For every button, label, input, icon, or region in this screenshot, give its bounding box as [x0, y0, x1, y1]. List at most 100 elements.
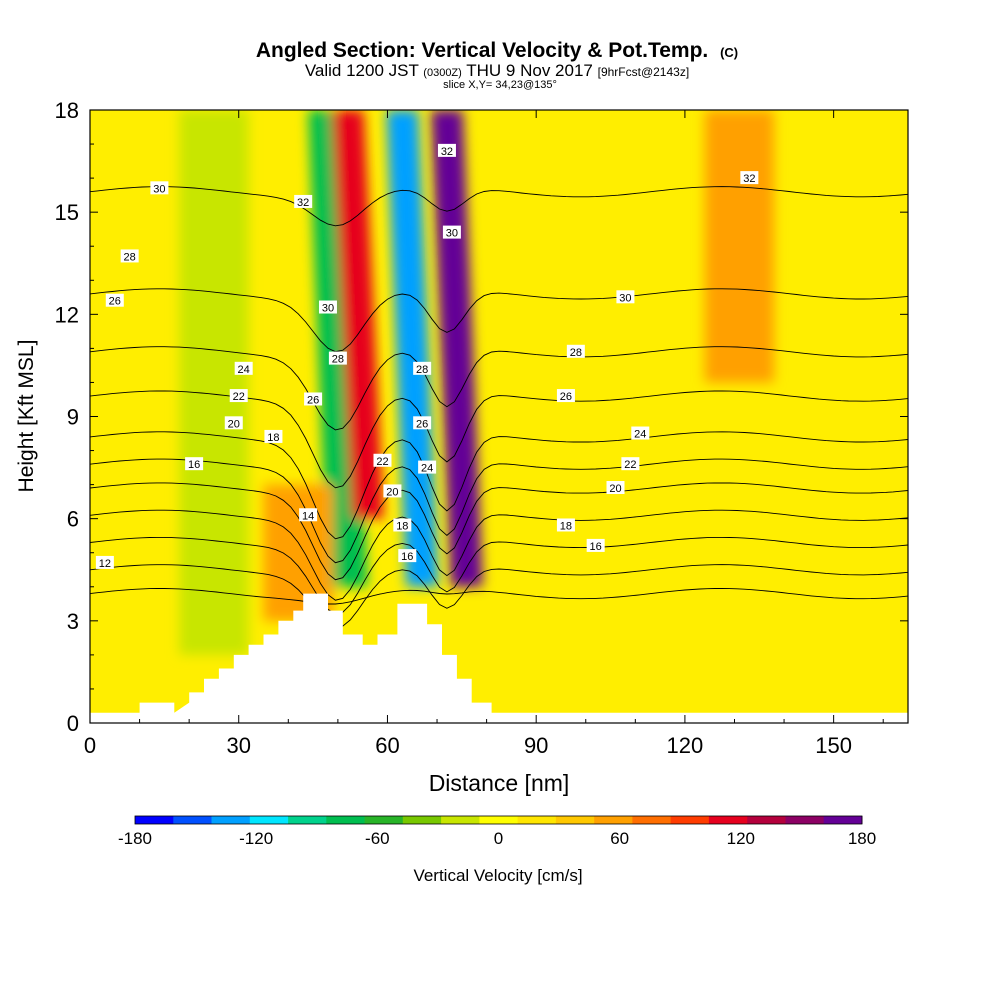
velocity-shading [179, 110, 775, 655]
contour-label: 32 [437, 143, 456, 158]
contour-label: 14 [299, 508, 318, 522]
x-tick-label: 90 [524, 733, 548, 758]
velocity-band [704, 110, 775, 383]
x-axis-label: Distance [nm] [429, 770, 570, 796]
contour-label-text: 24 [421, 463, 433, 475]
isentrope-line [90, 509, 908, 601]
contour-label: 24 [418, 460, 437, 475]
isentrope-line [90, 346, 908, 431]
x-tick-label: 0 [84, 733, 96, 758]
contour-label: 20 [224, 416, 243, 430]
colorbar-swatch [594, 816, 633, 824]
terrain [90, 593, 908, 723]
contour-label-text: 16 [188, 459, 200, 471]
colorbar-tick-label: -180 [118, 829, 152, 848]
contour-label-text: 32 [441, 146, 453, 158]
colorbar-swatch [326, 816, 366, 824]
contour-label-text: 24 [634, 429, 646, 441]
colorbar-swatch [135, 816, 174, 824]
contour-label-text: 30 [619, 292, 631, 304]
subtitle-date: THU 9 Nov 2017 [466, 61, 593, 80]
contour-label-text: 16 [401, 551, 413, 563]
subtitle-fcst: [9hrFcst@2143z] [598, 65, 690, 79]
subtitle-valid: Valid 1200 JST [305, 61, 419, 80]
contour-label-text: 28 [124, 251, 136, 263]
colorbar-swatch [402, 816, 442, 824]
y-tick-label: 18 [55, 98, 79, 123]
contour-label-text: 22 [233, 391, 245, 403]
contour-label-text: 14 [302, 510, 314, 522]
colorbar-swatch [555, 816, 595, 824]
contour-label: 26 [304, 392, 323, 406]
y-tick-label: 6 [67, 507, 79, 532]
colorbar-swatch [441, 816, 480, 824]
colorbar-swatch [173, 816, 213, 824]
contour-label: 24 [234, 361, 253, 376]
contour-label-text: 12 [99, 558, 111, 570]
contour-label-text: 32 [297, 197, 309, 209]
contour-label-text: 22 [624, 459, 636, 471]
x-axis: 0 30 60 90 120 150 [84, 110, 884, 758]
contour-label: 12 [95, 555, 114, 570]
colorbar-swatch [517, 816, 557, 824]
x-tick-label: 60 [375, 733, 399, 758]
colorbar-swatch [823, 816, 863, 824]
slice-info: slice X,Y= 34,23@135° [443, 79, 557, 91]
x-tick-label: 30 [226, 733, 250, 758]
isentrope-lines [90, 186, 908, 629]
y-axis: 0 3 6 9 12 15 18 [55, 98, 908, 736]
colorbar-tick-label: -60 [365, 829, 390, 848]
colorbar-swatch [479, 816, 519, 824]
y-tick-label: 0 [67, 711, 79, 736]
chart-subtitle: Valid 1200 JST (0300Z) THU 9 Nov 2017 [9… [305, 61, 689, 80]
isentrope-line [90, 482, 908, 581]
contour-label-text: 28 [570, 347, 582, 359]
y-tick-label: 15 [55, 200, 79, 225]
isentrope-line [90, 588, 908, 605]
colorbar-label: Vertical Velocity [cm/s] [413, 866, 582, 885]
contour-label-text: 20 [228, 418, 240, 430]
contour-label: 22 [373, 453, 392, 468]
y-tick-label: 3 [67, 609, 79, 634]
contour-label-text: 20 [386, 486, 398, 498]
colorbar-tick-label: 120 [727, 829, 755, 848]
colorbar-tick-label: 0 [494, 829, 503, 848]
y-axis-label: Height [Kft MSL] [15, 340, 38, 493]
contour-label: 26 [105, 293, 124, 308]
colorbar-swatch [785, 816, 825, 824]
isentrope-line [90, 390, 908, 489]
colorbar-swatch [670, 816, 710, 824]
subtitle-utc: (0300Z) [423, 67, 462, 79]
contour-label-text: 28 [332, 354, 344, 366]
colorbar-swatch [632, 816, 672, 824]
colorbar-swatch [747, 816, 786, 824]
contour-label-text: 22 [376, 456, 388, 468]
contour-label: 16 [185, 457, 204, 471]
isentrope-line [90, 458, 908, 564]
isentrope-line [90, 431, 908, 540]
contour-label: 28 [413, 361, 432, 376]
contour-label: 26 [413, 416, 432, 430]
colorbar-tick-label: 60 [610, 829, 629, 848]
contour-label: 28 [566, 344, 585, 359]
chart-title-text: Angled Section: Vertical Velocity & Pot.… [256, 39, 708, 62]
contour-label: 30 [616, 290, 635, 304]
contour-label-text: 18 [267, 432, 279, 444]
colorbar-swatch [364, 816, 404, 824]
contour-label-text: 26 [416, 418, 428, 430]
x-tick-label: 150 [815, 733, 852, 758]
contour-label-text: 20 [609, 483, 621, 495]
contour-label: 28 [120, 249, 139, 263]
y-tick-label: 12 [55, 302, 79, 327]
contour-label-text: 30 [153, 183, 165, 195]
contour-label: 22 [229, 389, 248, 403]
contour-label: 22 [621, 457, 640, 471]
contour-label-text: 26 [307, 394, 319, 406]
contour-label-text: 28 [416, 364, 428, 376]
isentrope-line [90, 186, 908, 227]
contour-label-text: 26 [109, 296, 121, 308]
contour-label: 32 [740, 171, 759, 185]
y-tick-label: 9 [67, 405, 79, 430]
contour-label-text: 32 [743, 173, 755, 185]
